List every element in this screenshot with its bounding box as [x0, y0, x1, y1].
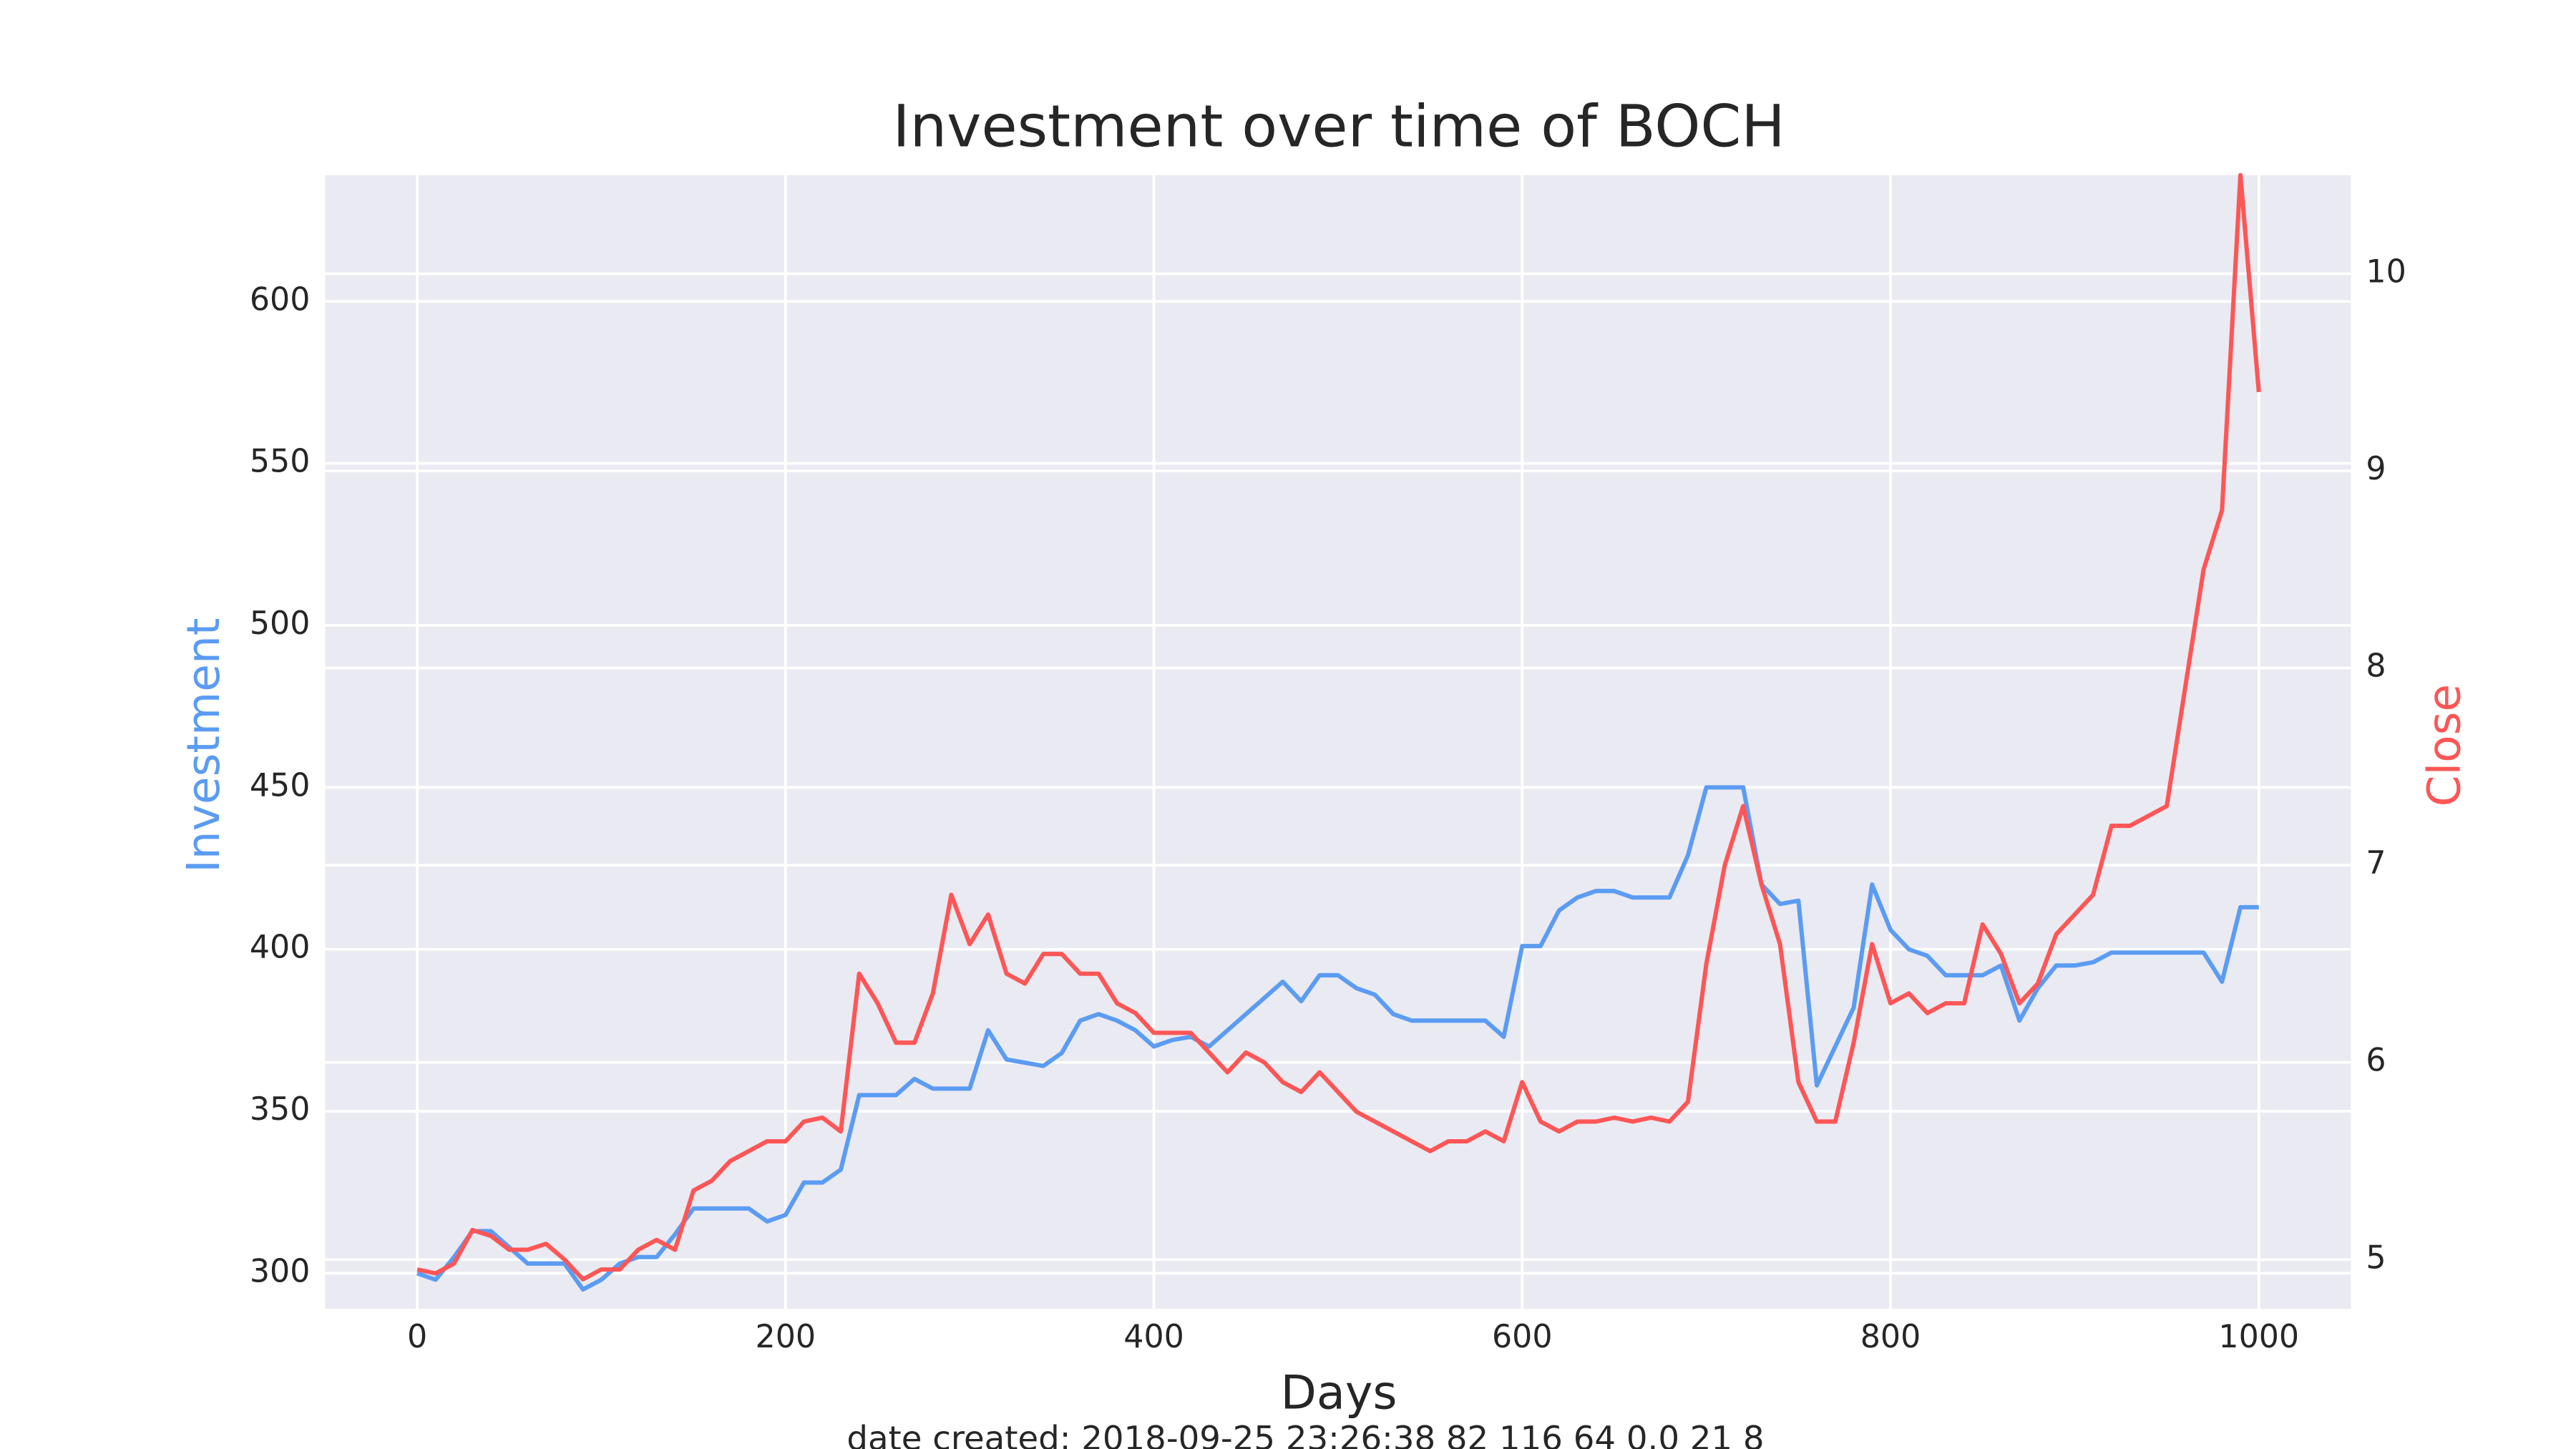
x-axis-label: Days [1281, 1365, 1397, 1420]
y-tick-label: 300 [250, 1253, 311, 1289]
y-axis-label: Investment [177, 618, 230, 872]
x-tick-label: 1000 [2218, 1319, 2299, 1355]
series-line [416, 785, 2259, 1292]
y-tick-label: 550 [250, 444, 311, 480]
x-tick-label: 800 [1860, 1319, 1921, 1355]
y2-tick-label: 5 [2366, 1239, 2386, 1276]
y-tick-label: 400 [250, 930, 311, 966]
x-tick-label: 600 [1492, 1319, 1553, 1355]
y-tick-label: 600 [250, 281, 311, 318]
y-tick-label: 450 [250, 767, 311, 804]
y2-axis-label: Close [2419, 684, 2471, 806]
y2-tick-label: 10 [2366, 254, 2406, 291]
x-tick-label: 0 [407, 1319, 427, 1355]
chart-title: Investment over time of BOCH [892, 92, 1785, 160]
y2-tick-label: 8 [2366, 648, 2386, 685]
plot-background [325, 175, 2351, 1309]
y-tick-label: 350 [250, 1091, 311, 1128]
caption: date created: 2018-09-25 23:26:38 82 116… [847, 1419, 1764, 1449]
y2-tick-label: 6 [2366, 1043, 2386, 1079]
x-tick-label: 400 [1123, 1319, 1184, 1355]
y2-tick-label: 9 [2366, 451, 2386, 487]
x-tick-label: 200 [756, 1319, 816, 1355]
y2-tick-label: 7 [2366, 845, 2386, 882]
series-line [416, 172, 2261, 1282]
y-tick-label: 500 [250, 605, 311, 642]
